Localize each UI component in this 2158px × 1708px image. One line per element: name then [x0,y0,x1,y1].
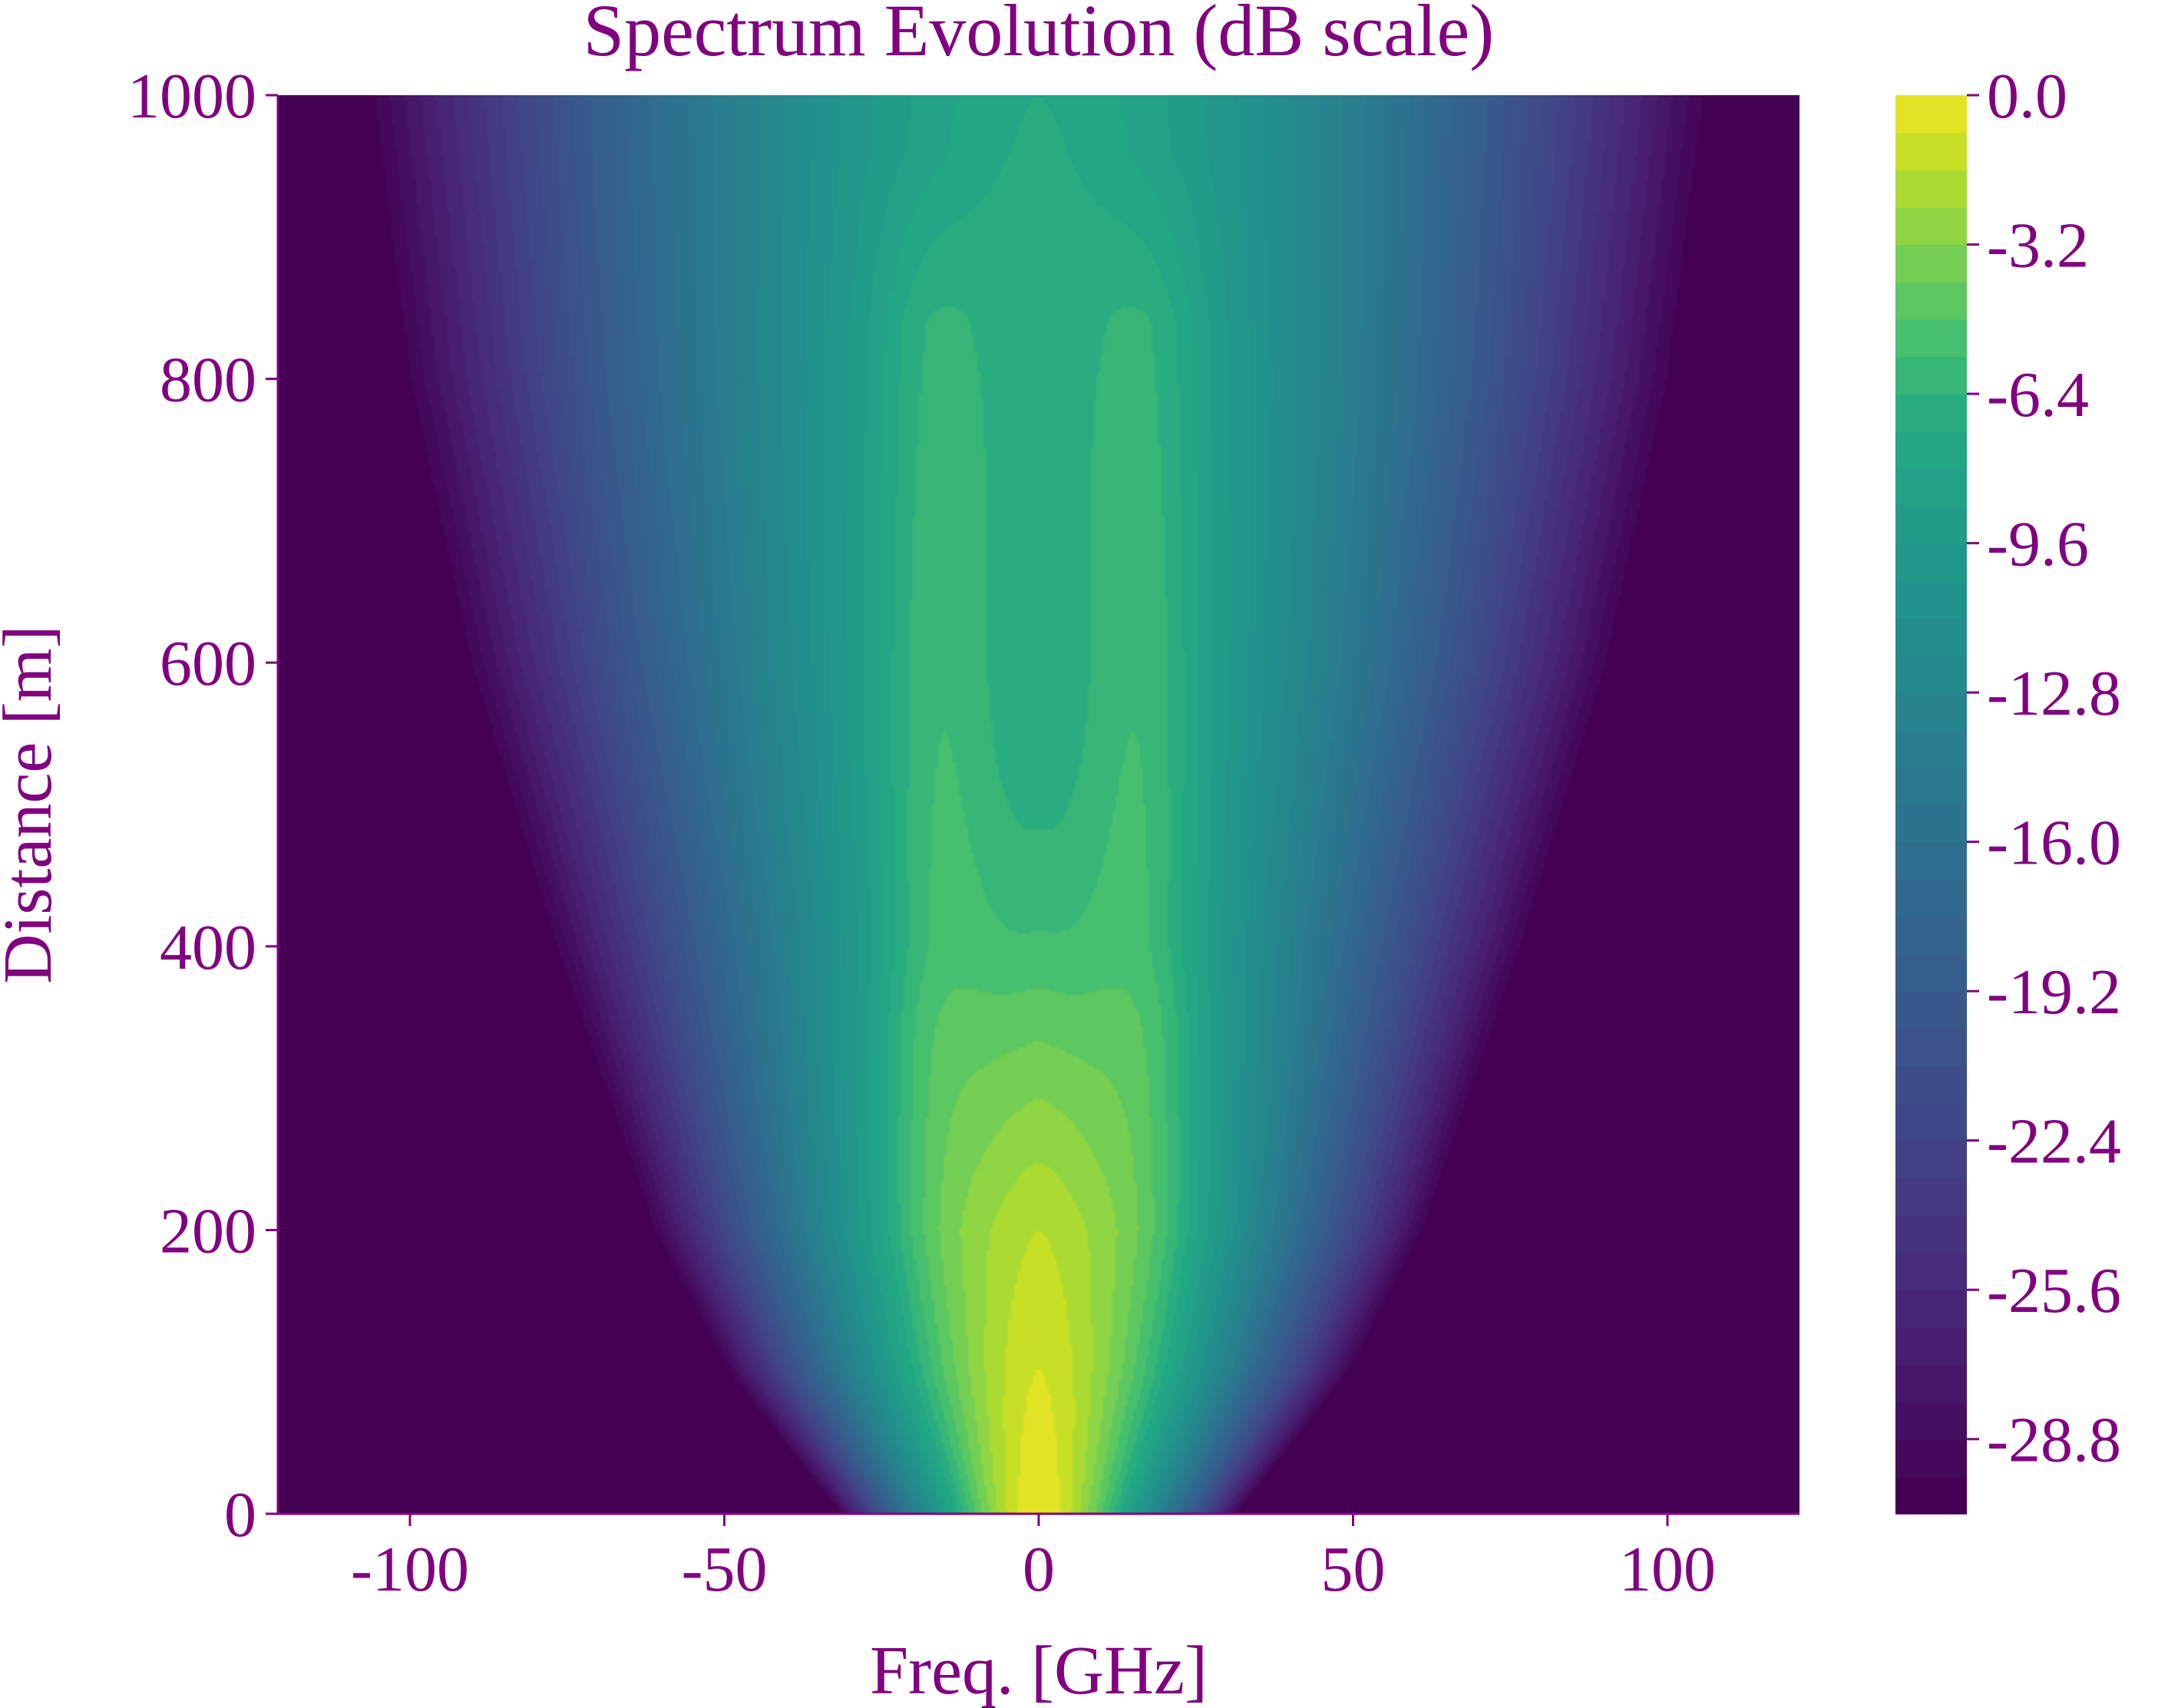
colorbar-tick-label: -28.8 [1987,1405,2121,1476]
colorbar-band [1895,282,1967,320]
colorbar-band [1895,916,1967,955]
colorbar-band [1895,1214,1967,1254]
colorbar-band [1895,879,1967,917]
colorbar-band [1895,692,1967,731]
x-tick-label: 50 [1321,1534,1386,1605]
x-tick-label: 100 [1619,1534,1716,1605]
colorbar-band [1895,1252,1967,1291]
colorbar-band [1895,729,1967,768]
y-tick-label: 200 [160,1195,256,1267]
colorbar-band [1895,468,1967,507]
y-tick-label: 400 [160,912,256,983]
colorbar-band [1895,132,1967,171]
colorbar-tick-label: -9.6 [1987,509,2089,580]
y-tick-label: 600 [160,628,256,699]
chart-title: Spectrum Evolution (dB scale) [583,0,1494,71]
colorbar-band [1895,1028,1967,1067]
colorbar-band [1895,505,1967,544]
colorbar: 0.0 -3.2 -6.4 -9.6 -12.8 -16.0 -19.2 -22.4 -25.6… [1895,61,2121,1515]
colorbar-band [1895,804,1967,843]
colorbar-band [1895,1290,1967,1328]
colorbar-band [1895,1326,1967,1366]
colorbar-band [1895,580,1967,619]
colorbar-band [1895,1140,1967,1179]
colorbar-band [1895,991,1967,1029]
colorbar-band [1895,431,1967,470]
y-axis-label: Distance [m] [0,625,66,983]
colorbar-band [1895,244,1967,282]
colorbar-band [1895,1364,1967,1402]
colorbar-tick-label: -16.0 [1987,808,2121,879]
colorbar-band [1895,206,1967,246]
x-tick-label: -100 [351,1534,469,1605]
colorbar-band [1895,1178,1967,1216]
colorbar-tick-label: -19.2 [1987,956,2121,1028]
heatmap-image [278,95,1799,1514]
colorbar-tick-label: -3.2 [1987,210,2089,282]
colorbar-band [1895,841,1967,880]
colorbar-tick-label: -12.8 [1987,658,2121,729]
colorbar-band [1895,543,1967,582]
y-tick-label: 0 [224,1479,256,1551]
colorbar-band [1895,394,1967,432]
colorbar-band [1895,170,1967,208]
colorbar-tick-label: 0.0 [1987,61,2067,132]
colorbar-band [1895,356,1967,395]
y-tick-label: 1000 [127,61,256,132]
colorbar-band [1895,767,1967,805]
x-tick-label: -50 [682,1534,768,1605]
colorbar-band [1895,655,1967,693]
x-axis-label: Freq. [GHz] [870,1633,1208,1708]
colorbar-tick-label: -22.4 [1987,1106,2121,1178]
colorbar-tick-label: -25.6 [1987,1255,2121,1326]
colorbar-band [1895,1402,1967,1440]
colorbar-band [1895,319,1967,358]
y-tick-label: 800 [160,345,256,416]
colorbar-band [1895,95,1967,134]
x-tick-label: 0 [1023,1534,1055,1605]
heatmap-plot-area [278,95,1799,1514]
colorbar-band [1895,617,1967,656]
colorbar-band [1895,1103,1967,1141]
colorbar-tick-label: -6.4 [1987,359,2089,431]
colorbar-band [1895,1065,1967,1104]
y-axis: 0 200 400 600 800 1000 [127,61,279,1551]
colorbar-band [1895,1476,1967,1515]
x-axis: -100 -50 0 50 100 [278,1512,1799,1605]
colorbar-band [1895,953,1967,992]
colorbar-band [1895,1439,1967,1478]
